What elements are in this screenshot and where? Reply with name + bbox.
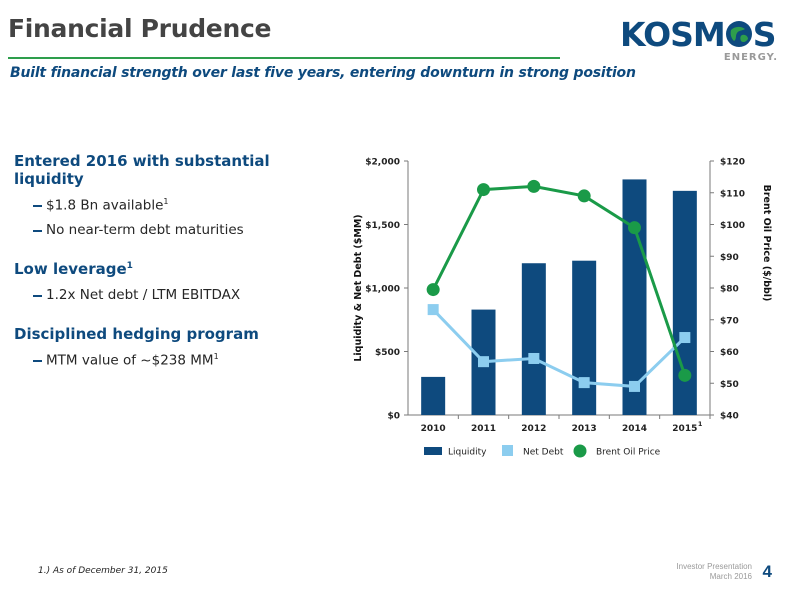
legend-swatch-brent-oil-price: [573, 444, 587, 458]
bar-liquidity: [622, 179, 647, 415]
y-tick-label-right: $110: [720, 189, 745, 199]
bullet-item: No near-term debt maturities: [14, 222, 344, 238]
title-divider: [8, 57, 560, 59]
x-tick-label: 2015: [672, 424, 697, 434]
x-tick-label: 2013: [572, 424, 597, 434]
logo-energy-text: ENERGY.: [723, 52, 778, 63]
footer-date: March 2016: [709, 572, 752, 581]
footer-info: Investor Presentation March 2016: [676, 562, 752, 582]
bullet-text: $1.8 Bn available: [46, 197, 164, 214]
point-net-debt: [578, 377, 590, 389]
point-brent-oil-price: [527, 179, 541, 193]
y-axis-title-left: Liquidity & Net Debt ($MM): [353, 214, 364, 361]
bullet-item: MTM value of ~$238 MM1: [14, 351, 344, 368]
x-tick-label: 2012: [521, 424, 546, 434]
chart-svg: $0 $500 $1,000 $1,500 $2,000 $40 $50 $60 $70 $80 $…: [353, 158, 772, 458]
y-tick-label-right: $100: [720, 221, 745, 231]
bullet-text: 1.2x Net debt / LTM EBITDAX: [46, 286, 241, 303]
page-title: Financial Prudence: [8, 14, 272, 43]
legend-label: Liquidity: [448, 448, 487, 458]
footer-presentation-label: Investor Presentation: [676, 562, 752, 571]
point-net-debt: [629, 380, 640, 392]
liquidity-chart: $0 $500 $1,000 $1,500 $2,000 $40 $50 $60 $70 $80 $…: [344, 148, 788, 468]
point-brent-oil-price: [678, 368, 692, 382]
point-net-debt: [679, 332, 691, 344]
bullet-item: $1.8 Bn available1: [14, 197, 344, 214]
y-tick-label-left: $1,500: [365, 221, 400, 231]
section-heading: Entered 2016 with substantial liquidity: [14, 152, 344, 188]
y-tick-label-right: $80: [720, 285, 739, 295]
legend-swatch-net-debt: [502, 445, 513, 456]
section-heading-text: Disciplined hedging program: [14, 324, 259, 343]
y-tick-label-left: $2,000: [365, 158, 400, 168]
point-brent-oil-price: [477, 183, 490, 197]
globe-icon: [725, 21, 752, 47]
bullet-list: Entered 2016 with substantial liquidity …: [14, 152, 344, 390]
point-net-debt: [478, 356, 489, 368]
logo-wordmark: KOSM S: [620, 15, 777, 54]
logo-text-part2: S: [752, 15, 777, 54]
section-heading: Disciplined hedging program: [14, 325, 344, 343]
kosmos-logo: KOSM S ENERGY.: [620, 16, 780, 66]
bar-liquidity: [521, 263, 546, 415]
y-tick-label-right: $60: [720, 348, 739, 358]
point-net-debt: [528, 352, 540, 364]
point-brent-oil-price: [426, 283, 440, 297]
y-tick-label-right: $40: [720, 412, 739, 422]
x-tick-label: 2011: [471, 424, 496, 434]
footnote-marker: 1: [213, 351, 219, 361]
bullet-item: 1.2x Net debt / LTM EBITDAX: [14, 287, 344, 303]
section-heading-text: Low leverage: [14, 259, 127, 278]
footnote-marker: 1: [126, 260, 133, 271]
section-heading: Low leverage1: [14, 260, 344, 278]
bar-liquidity: [572, 260, 597, 415]
bullet-text: No near-term debt maturities: [46, 221, 244, 238]
logo-text-part1: KOSM: [620, 15, 726, 54]
bullet-section-hedging: Disciplined hedging program MTM value of…: [14, 325, 344, 369]
section-heading-text: Entered 2016 with substantial liquidity: [14, 152, 270, 188]
y-tick-label-right: $120: [720, 158, 745, 168]
footnote-marker: 1: [163, 197, 169, 206]
line-net-debt: [432, 308, 686, 388]
y-axis-title-right: Brent Oil Price ($/bbl): [761, 185, 772, 302]
y-tick-label-right: $50: [720, 380, 739, 390]
x-tick-footnote-marker: 1: [698, 420, 703, 428]
line-brent-oil-price: [431, 184, 687, 376]
point-brent-oil-price: [577, 189, 591, 203]
legend-label: Net Debt: [523, 448, 564, 458]
bullet-section-leverage: Low leverage1 1.2x Net debt / LTM EBITDA…: [14, 260, 344, 303]
bullet-section-liquidity: Entered 2016 with substantial liquidity …: [14, 152, 344, 238]
x-tick-label: 2014: [622, 424, 647, 434]
point-brent-oil-price: [628, 221, 641, 235]
y-tick-label-right: $90: [720, 253, 739, 263]
page-subtitle: Built financial strength over last five …: [10, 65, 636, 81]
y-tick-label-left: $1,000: [365, 285, 400, 295]
footnote: 1.) As of December 31, 2015: [38, 566, 168, 576]
y-tick-label-left: $500: [375, 348, 400, 358]
legend-label: Brent Oil Price: [596, 448, 661, 458]
point-net-debt: [427, 304, 439, 316]
x-tick-label: 2010: [421, 424, 446, 434]
legend-swatch-liquidity: [424, 447, 442, 455]
y-tick-label-left: $0: [387, 412, 400, 422]
bullet-text: MTM value of ~$238 MM: [46, 352, 214, 368]
page-number: 4: [762, 562, 772, 581]
bar-liquidity: [421, 376, 446, 415]
y-tick-label-right: $70: [720, 316, 739, 326]
